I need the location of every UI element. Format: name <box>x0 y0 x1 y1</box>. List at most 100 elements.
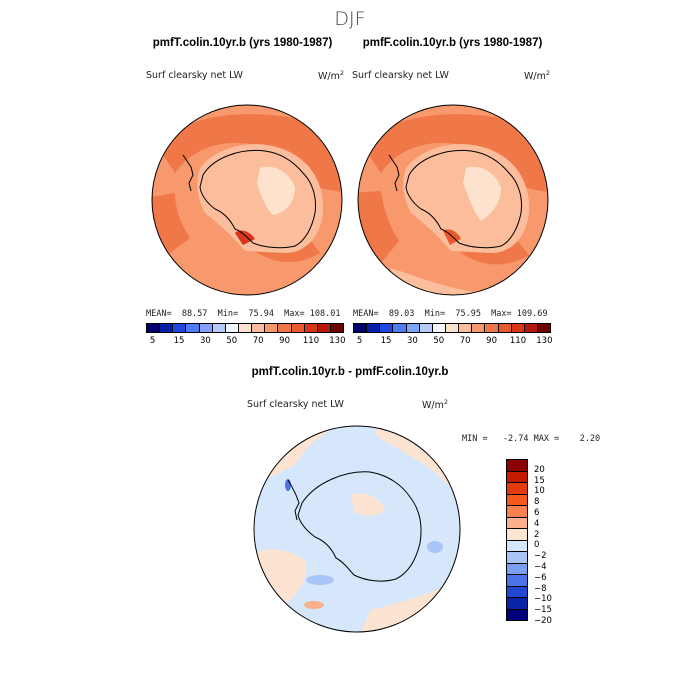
colorbar-swatch <box>406 324 420 332</box>
map-fill-positive-interior <box>350 493 385 516</box>
colorbar-swatch <box>252 324 266 332</box>
colorbar-tick-label: 50 <box>226 336 238 346</box>
colorbar-swatch <box>367 324 381 332</box>
colorbar-left <box>146 323 344 333</box>
colorbar-tick-label: 0 <box>534 540 540 551</box>
map-border <box>357 104 549 296</box>
colorbar-swatch <box>304 324 318 332</box>
colorbar-swatch <box>380 324 394 332</box>
field-label-bottom: Surf clearsky net LW <box>247 399 344 410</box>
colorbar-swatch <box>330 324 344 332</box>
colorbar-tick-label: 30 <box>199 336 211 346</box>
map-border <box>253 425 461 633</box>
colorbar-swatch <box>278 324 292 332</box>
coastline <box>287 471 422 582</box>
colorbar-tick-label: 20 <box>534 464 545 475</box>
colorbar-swatch <box>186 324 200 332</box>
colorbar-swatch <box>393 324 407 332</box>
colorbar-swatch <box>199 324 213 332</box>
colorbar-tick-label: 130 <box>536 336 553 346</box>
season-title: DJF <box>334 8 366 30</box>
panel-title-left: pmfT.colin.10yr.b (yrs 1980-1987) <box>152 37 333 49</box>
colorbar-swatch <box>507 552 527 564</box>
map-fill-band-west <box>358 191 399 263</box>
colorbar-tick-label: 8 <box>534 497 540 508</box>
colorbar-swatch <box>507 483 527 495</box>
colorbar-right <box>353 323 551 333</box>
colorbar-swatch <box>212 324 226 332</box>
colorbar-tick-label: 15 <box>380 336 392 346</box>
colorbar-tick-label: 50 <box>433 336 445 346</box>
colorbar-tick-label: 2 <box>534 529 540 540</box>
map-fill-continent <box>403 144 530 253</box>
colorbar-tick-label: −10 <box>534 594 552 605</box>
map-fill-hotspot <box>235 230 255 245</box>
map-fill-continent <box>197 144 324 253</box>
stats-bottom: MIN = -2.74 MAX = 2.20 <box>462 434 601 444</box>
coastline <box>388 149 522 249</box>
colorbar-tick-label: 15 <box>173 336 185 346</box>
coastline <box>182 149 316 249</box>
colorbar-swatch <box>485 324 499 332</box>
colorbar-swatch <box>459 324 473 332</box>
colorbar-tick-label: −4 <box>534 562 547 572</box>
colorbar-tick-label: 110 <box>509 336 527 346</box>
colorbar-swatch <box>507 540 527 552</box>
units-label-bottom: W/m2 <box>422 398 448 412</box>
colorbar-tick-label: 6 <box>534 508 540 518</box>
colorbar-tick-label: 5 <box>149 336 156 346</box>
colorbar-tick-label: −15 <box>534 605 552 616</box>
colorbar-tick-label: 70 <box>252 336 264 346</box>
colorbar-swatch <box>507 529 527 541</box>
colorbar-swatch <box>291 324 305 332</box>
colorbar-labels-diff: 20 15 10 8 6 4 2 0 −2 −4 −6 −8 −10 −15 −20 <box>534 459 564 626</box>
colorbar-tick-label: 4 <box>534 518 540 529</box>
stats-right: MEAN= 89.03 Min= 75.95 Max= 109.69 <box>353 309 548 319</box>
colorbar-swatch <box>507 506 527 518</box>
colorbar-swatch <box>507 586 527 598</box>
map-fill-base <box>254 426 460 632</box>
polar-map-diff <box>253 425 461 633</box>
colorbar-tick-label: −6 <box>534 572 547 583</box>
units-label-right: W/m2 <box>524 69 550 83</box>
colorbar-tick-label: 5 <box>356 336 363 346</box>
colorbar-swatch <box>507 471 527 483</box>
colorbar-tick-label: 90 <box>279 336 291 346</box>
colorbar-swatch <box>507 598 527 610</box>
colorbar-swatch <box>160 324 174 332</box>
map-border <box>151 104 343 296</box>
colorbar-swatch <box>507 517 527 529</box>
panel-title-right: pmfF.colin.10yr.b (yrs 1980-1987) <box>362 37 543 49</box>
polar-map-left <box>151 104 343 296</box>
colorbar-tick-label: 130 <box>329 336 346 346</box>
colorbar-swatch <box>507 494 527 506</box>
colorbar-swatch <box>507 575 527 587</box>
colorbar-tick-label: 70 <box>459 336 471 346</box>
colorbar-swatch <box>317 324 331 332</box>
colorbar-labels-left: 5 15 30 50 70 90 110 130 <box>146 336 346 348</box>
colorbar-swatch <box>537 324 551 332</box>
colorbar-swatch <box>511 324 525 332</box>
colorbar-tick-label: −8 <box>534 583 547 594</box>
map-fill-negative-a <box>306 575 334 585</box>
colorbar-swatch <box>507 460 527 472</box>
field-label-left: Surf clearsky net LW <box>146 70 243 81</box>
colorbar-swatch <box>354 324 368 332</box>
colorbar-diff <box>506 459 528 621</box>
panel-title-bottom: pmfT.colin.10yr.b - pmfF.colin.10yr.b <box>251 366 449 378</box>
colorbar-tick-label: −2 <box>534 551 547 562</box>
map-fill-plateau <box>257 166 295 215</box>
colorbar-swatch <box>498 324 512 332</box>
colorbar-swatch <box>238 324 253 332</box>
map-fill-positive-spot <box>304 601 324 609</box>
colorbar-swatch <box>524 324 538 332</box>
colorbar-swatch <box>265 324 279 332</box>
map-fill-negative-b <box>427 541 443 553</box>
colorbar-tick-label: 10 <box>534 486 545 497</box>
colorbar-swatch <box>472 324 486 332</box>
map-fill-plateau <box>463 166 501 221</box>
colorbar-labels-right: 5 15 30 50 70 90 110 130 <box>353 336 553 348</box>
colorbar-tick-label: 90 <box>486 336 498 346</box>
colorbar-swatch <box>147 324 161 332</box>
colorbar-tick-label: 110 <box>302 336 320 346</box>
